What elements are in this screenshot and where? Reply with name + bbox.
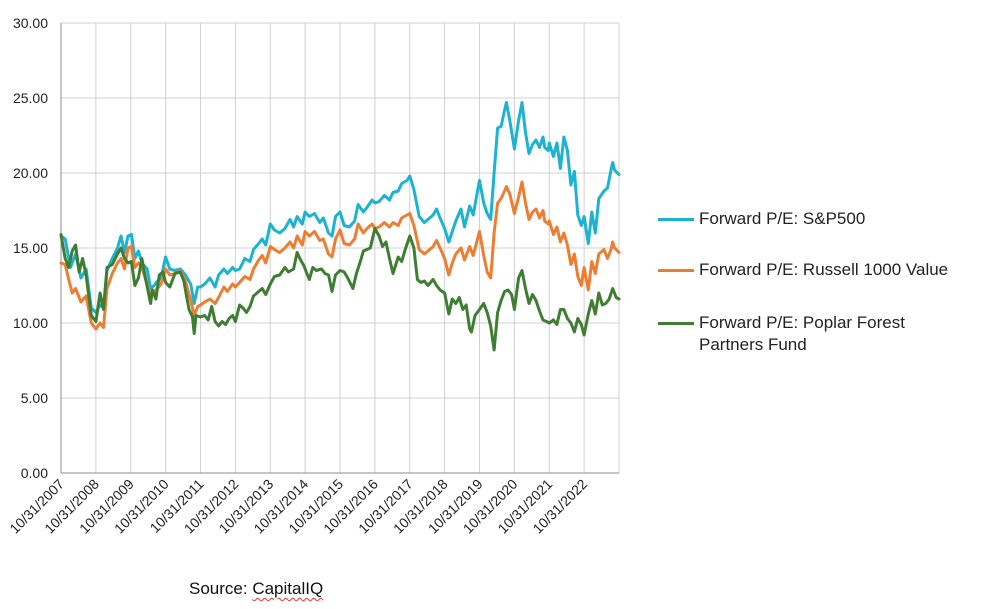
y-tick-label: 0.00 [21, 465, 48, 481]
legend-label-sp500: Forward P/E: S&P500 [699, 209, 866, 228]
source-name: CapitalIQ [252, 579, 324, 598]
y-tick-label: 15.00 [13, 240, 48, 256]
source-prefix: Source: [189, 579, 253, 598]
legend-swatch-russell-1000-value [658, 269, 694, 272]
legend-label-poplar-forest: Forward P/E: Poplar Forest Partners Fund [699, 313, 905, 354]
y-tick-label: 30.00 [13, 15, 48, 31]
y-tick-label: 20.00 [13, 165, 48, 181]
x-axis-ticks: 10/31/200710/31/200810/31/200910/31/2010… [6, 476, 590, 537]
series-line-russell-1000-value [59, 180, 621, 331]
y-tick-label: 25.00 [13, 90, 48, 106]
y-tick-label: 10.00 [13, 315, 48, 331]
legend-label-russell-1000-value: Forward P/E: Russell 1000 Value [699, 260, 949, 279]
axes [60, 23, 619, 474]
source-note: Source: CapitalIQ [189, 579, 323, 599]
series-lines [59, 101, 621, 352]
series-line-poplar-forest [59, 227, 621, 352]
horizontal-gridlines [61, 22, 619, 399]
legend-swatch-sp500 [658, 218, 694, 221]
legend-swatch-poplar-forest [658, 322, 694, 325]
y-tick-label: 5.00 [21, 390, 48, 406]
y-axis-ticks: 0.00 5.00 10.00 15.00 20.00 25.00 30.00 [13, 15, 48, 481]
